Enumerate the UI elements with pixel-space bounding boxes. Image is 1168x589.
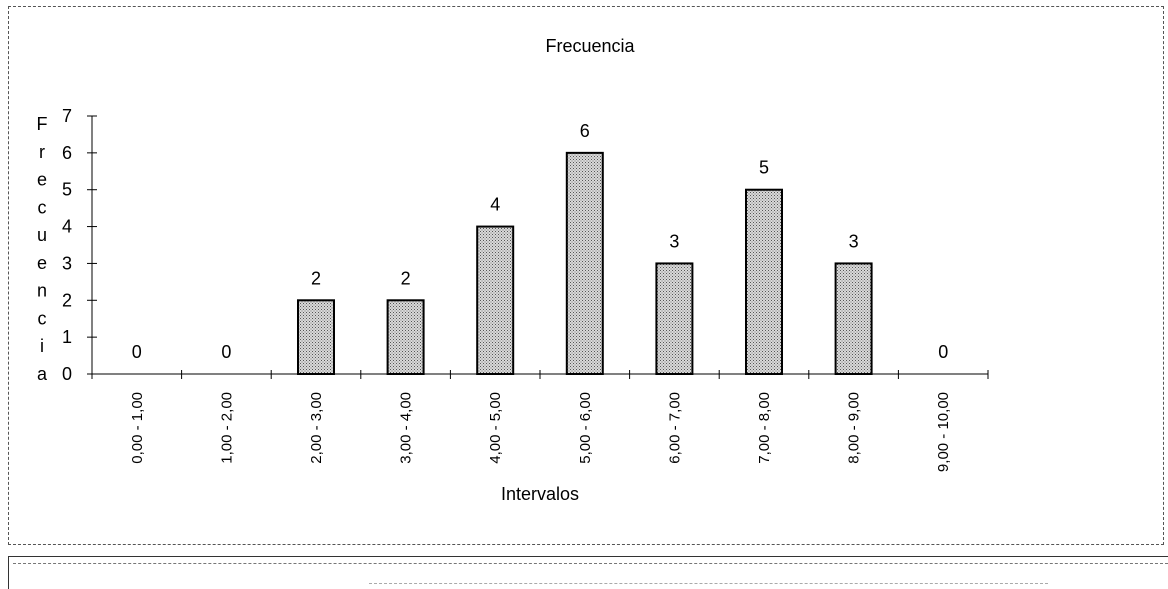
y-tick-label: 1 bbox=[62, 327, 72, 347]
chart-title: Frecuencia bbox=[545, 36, 635, 56]
y-tick-labels: 0 1 2 3 4 5 6 7 bbox=[62, 106, 72, 384]
x-tick-labels: 0,00 - 1,00 1,00 - 2,00 2,00 - 3,00 3,00 - … bbox=[129, 392, 952, 472]
chart-frame bbox=[8, 6, 1164, 545]
data-label: 2 bbox=[401, 268, 411, 288]
y-tick-label: 2 bbox=[62, 290, 72, 310]
y-axis-label-letter: i bbox=[40, 336, 44, 356]
data-label: 4 bbox=[490, 195, 500, 215]
y-axis-label-letter: e bbox=[37, 170, 47, 190]
bar-7 bbox=[655, 262, 694, 375]
data-label: 0 bbox=[221, 342, 231, 362]
x-axis-label: Intervalos bbox=[501, 484, 579, 504]
x-tick-label: 9,00 - 10,00 bbox=[935, 392, 952, 472]
x-tick-label: 8,00 - 9,00 bbox=[846, 392, 863, 464]
y-axis-label-letter: F bbox=[37, 114, 48, 134]
x-tick-label: 5,00 - 6,00 bbox=[577, 392, 594, 464]
x-tick-label: 3,00 - 4,00 bbox=[398, 392, 415, 464]
x-tick-label: 4,00 - 5,00 bbox=[487, 392, 504, 464]
data-labels: 0 0 2 2 4 6 3 5 3 0 bbox=[132, 121, 948, 362]
dashed-rule-faint bbox=[369, 583, 1048, 584]
bar-9 bbox=[834, 262, 873, 375]
bar-8 bbox=[745, 188, 783, 375]
y-tick-label: 0 bbox=[62, 364, 72, 384]
bars bbox=[297, 151, 873, 375]
bar-4 bbox=[386, 299, 425, 375]
x-tick-label: 7,00 - 8,00 bbox=[756, 392, 773, 464]
y-axis-label: Frecuencia bbox=[37, 114, 48, 384]
y-axis-label-letter: u bbox=[37, 225, 47, 245]
data-label: 0 bbox=[132, 342, 142, 362]
y-tick-label: 5 bbox=[62, 180, 72, 200]
x-tick-label: 1,00 - 2,00 bbox=[218, 392, 235, 464]
x-tick-label: 0,00 - 1,00 bbox=[129, 392, 146, 464]
y-axis-label-letter: e bbox=[37, 253, 47, 273]
x-tick-label: 2,00 - 3,00 bbox=[308, 392, 325, 464]
y-axis-label-letter: r bbox=[39, 142, 45, 162]
y-tick-label: 7 bbox=[62, 106, 72, 126]
data-label: 6 bbox=[580, 121, 590, 141]
data-label: 0 bbox=[938, 342, 948, 362]
data-label: 3 bbox=[669, 231, 679, 251]
y-axis-label-letter: c bbox=[38, 197, 47, 217]
bar-5 bbox=[476, 225, 515, 375]
y-axis-label-letter: c bbox=[38, 308, 47, 328]
data-label: 5 bbox=[759, 158, 769, 178]
y-tick-label: 4 bbox=[62, 217, 72, 237]
y-axis-label-letter: n bbox=[37, 281, 47, 301]
bottom-strip bbox=[8, 556, 1168, 589]
y-tick-label: 6 bbox=[62, 143, 72, 163]
x-tick-label: 6,00 - 7,00 bbox=[666, 392, 683, 464]
bar-6 bbox=[565, 151, 604, 375]
data-label: 2 bbox=[311, 268, 321, 288]
y-axis-label-letter: a bbox=[37, 364, 48, 384]
y-tick-label: 3 bbox=[62, 253, 72, 273]
dashed-rule bbox=[13, 563, 1168, 564]
bar-3 bbox=[297, 299, 335, 375]
data-label: 3 bbox=[849, 231, 859, 251]
